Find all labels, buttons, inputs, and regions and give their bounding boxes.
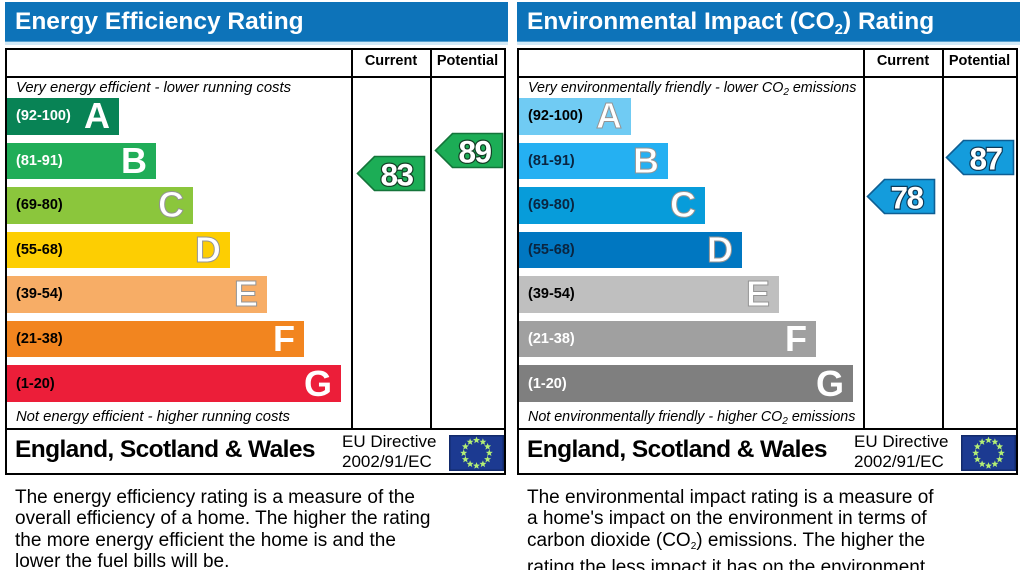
svg-text:87: 87	[969, 141, 1002, 177]
svg-text:83: 83	[380, 157, 413, 193]
svg-text:78: 78	[890, 179, 923, 215]
svg-text:89: 89	[458, 133, 491, 169]
